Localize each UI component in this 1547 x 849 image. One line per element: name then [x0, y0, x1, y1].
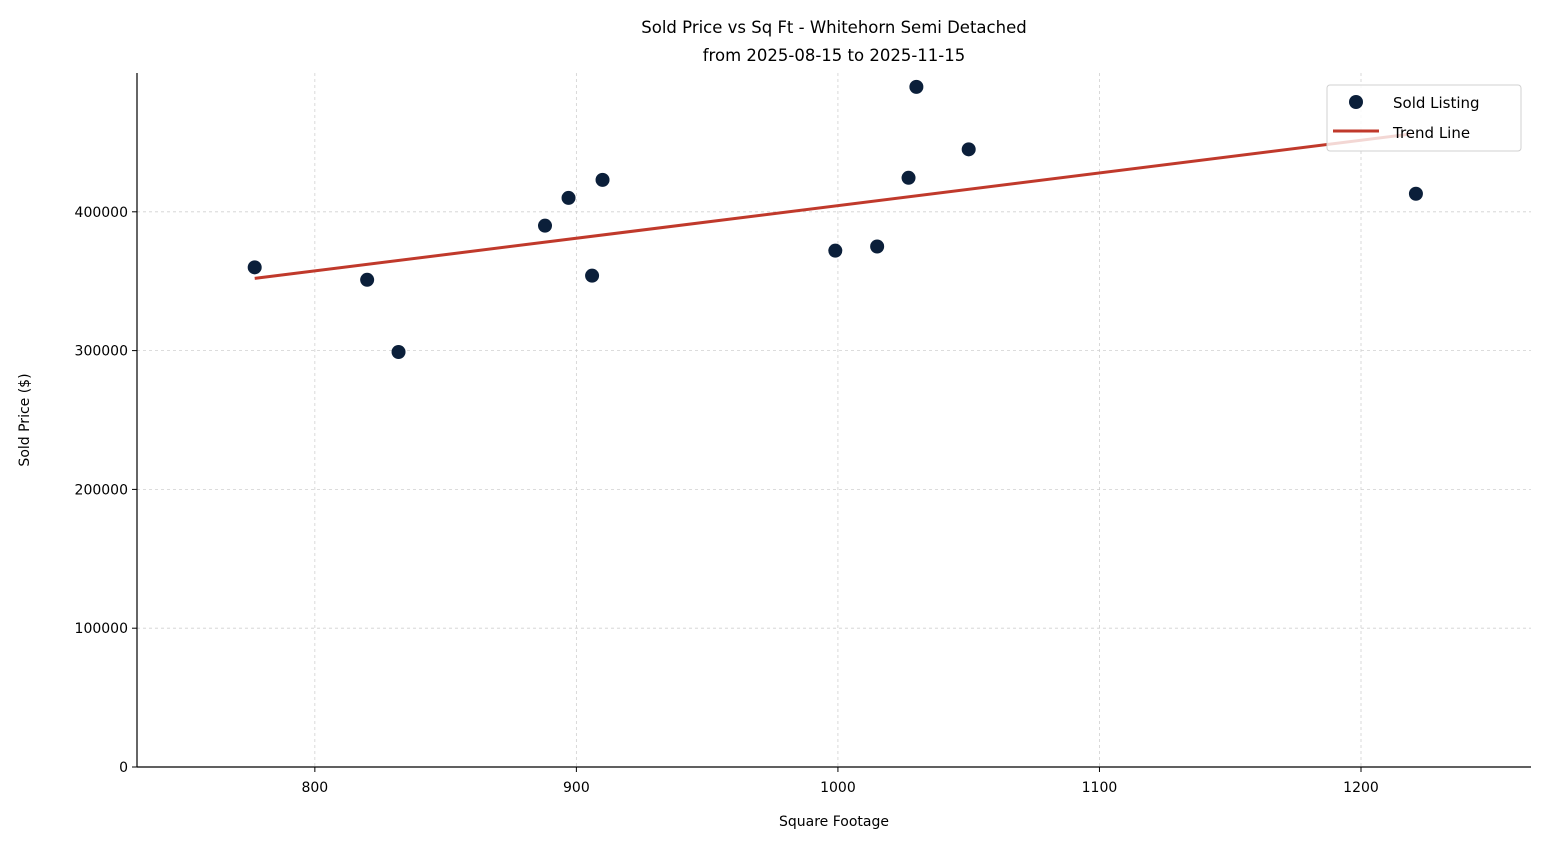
- data-point: [561, 190, 576, 205]
- trend-line-layer: [254, 132, 1411, 280]
- data-point: [360, 272, 375, 287]
- x-tick-label: 1200: [1343, 780, 1379, 796]
- legend-label-trend-line: Trend Line: [1392, 124, 1470, 142]
- chart-title: Sold Price vs Sq Ft - Whitehorn Semi Det…: [641, 18, 1026, 37]
- legend: Sold Listing Trend Line: [1326, 84, 1522, 152]
- y-axis-label: Sold Price ($): [17, 373, 33, 466]
- legend-marker-sold-listing: [1349, 95, 1363, 109]
- x-axis-label: Square Footage: [779, 814, 889, 830]
- data-point: [585, 268, 600, 283]
- legend-label-sold-listing: Sold Listing: [1393, 94, 1480, 112]
- axes: 800 900 1000 1100 1200 0 100000 200000 300000 400…: [75, 73, 1531, 796]
- trend-line: [254, 132, 1411, 280]
- data-point: [391, 344, 406, 359]
- x-tick-label: 900: [563, 780, 590, 796]
- grid: [137, 73, 1531, 767]
- data-point: [828, 243, 843, 258]
- data-point: [901, 170, 916, 185]
- y-tick-label: 300000: [75, 344, 128, 360]
- x-tick-label: 1000: [820, 780, 856, 796]
- y-tick-label: 400000: [75, 205, 128, 221]
- x-tick-label: 800: [301, 780, 328, 796]
- data-point: [1408, 186, 1423, 201]
- data-point: [909, 79, 924, 94]
- data-point: [247, 260, 262, 275]
- data-point: [538, 218, 552, 233]
- data-point: [961, 142, 976, 157]
- y-tick-label: 0: [119, 760, 128, 776]
- x-tick-label: 1100: [1082, 780, 1118, 796]
- data-point: [870, 239, 885, 254]
- points-layer: [247, 79, 1423, 359]
- y-tick-label: 200000: [75, 482, 128, 498]
- legend-box: [1326, 84, 1522, 152]
- y-tick-label: 100000: [75, 621, 128, 637]
- chart-subtitle: from 2025-08-15 to 2025-11-15: [703, 46, 965, 65]
- data-point: [595, 172, 610, 187]
